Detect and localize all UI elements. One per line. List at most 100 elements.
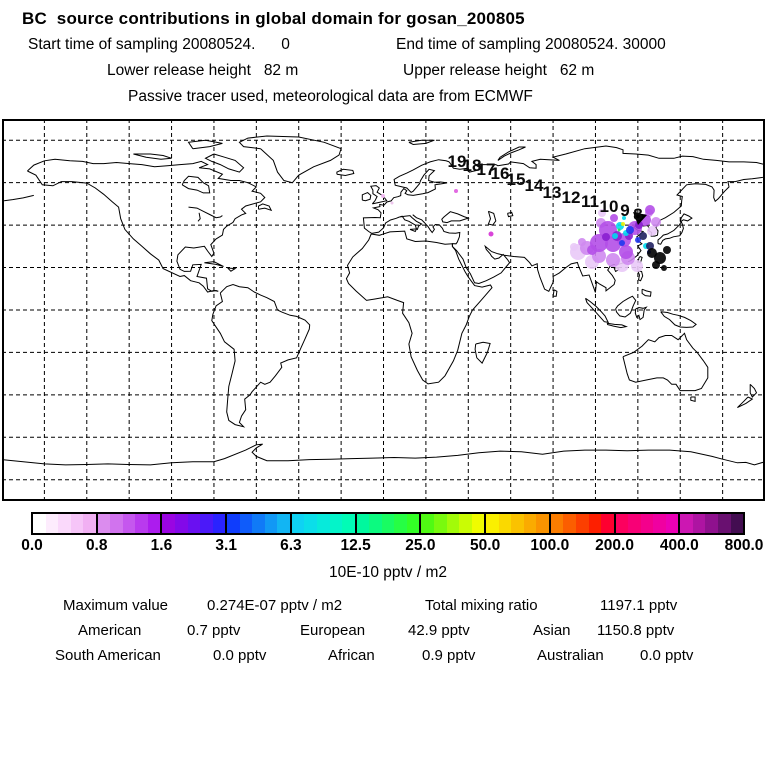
colorbar-cell xyxy=(536,514,549,533)
colorbar-cell xyxy=(135,514,148,533)
colorbar-cell xyxy=(575,514,589,533)
coastline xyxy=(336,168,355,177)
colorbar-segment xyxy=(419,514,485,533)
lower-release-text: Lower release height 82 m xyxy=(107,62,299,79)
plume-blob xyxy=(626,226,634,234)
coastline xyxy=(399,215,423,231)
colorbar-cell xyxy=(498,514,512,533)
colorbar-cell xyxy=(342,514,355,533)
plume-blob xyxy=(610,214,618,222)
colorbar-cell xyxy=(446,514,460,533)
colorbar-tick: 400.0 xyxy=(659,537,699,554)
trajectory-label: 19 xyxy=(448,152,467,171)
south-american-label: South American xyxy=(55,647,161,664)
coastline xyxy=(197,212,201,222)
colorbar-cell xyxy=(628,514,641,533)
upper-release-text: Upper release height 62 m xyxy=(403,62,595,79)
coastline xyxy=(408,139,435,146)
colorbar-cell xyxy=(97,514,111,533)
colorbar-tick: 0.8 xyxy=(85,537,108,554)
colorbar-cell xyxy=(692,514,706,533)
colorbar-cell xyxy=(459,514,472,533)
african-value: 0.9 pptv xyxy=(422,647,476,664)
coastline xyxy=(585,297,610,323)
plume-blob xyxy=(612,233,618,239)
coastline xyxy=(27,170,219,293)
colorbar-tick: 50.0 xyxy=(470,537,501,554)
plume-blob xyxy=(602,233,610,241)
coastline xyxy=(660,311,697,328)
plume-blob xyxy=(654,252,666,264)
concentration-speck xyxy=(381,194,385,198)
coastline xyxy=(409,228,418,233)
colorbar-cell xyxy=(653,514,666,533)
colorbar-cell xyxy=(147,514,161,533)
colorbar-cell xyxy=(110,514,123,533)
coastline xyxy=(2,443,765,466)
colorbar-cell xyxy=(486,514,499,533)
plume-blob xyxy=(598,209,606,217)
coastline xyxy=(507,211,514,218)
colorbar-cell xyxy=(122,514,136,533)
colorbar-cell xyxy=(356,514,370,533)
plume-blob xyxy=(635,221,643,229)
concentration-speck xyxy=(390,201,394,205)
colorbar-cell xyxy=(471,514,485,533)
colorbar-cell xyxy=(277,514,290,533)
colorbar-cell xyxy=(511,514,524,533)
plume-blob xyxy=(652,261,660,269)
european-label: European xyxy=(300,622,366,639)
colorbar-cell xyxy=(665,514,679,533)
colorbar-cell xyxy=(317,514,330,533)
plume-blob xyxy=(647,226,657,236)
coastline xyxy=(438,224,461,247)
plume-blob xyxy=(621,222,625,226)
colorbar-cell xyxy=(394,514,407,533)
colorbar-segment xyxy=(548,514,614,533)
coastline xyxy=(133,153,172,160)
coastline xyxy=(634,306,648,321)
coastline xyxy=(657,220,684,245)
colorbar-cell xyxy=(406,514,420,533)
coastline xyxy=(258,203,273,212)
trajectory-label: 11 xyxy=(581,192,599,211)
colorbar-segment xyxy=(678,514,744,533)
trajectory-label: 16 xyxy=(491,164,510,183)
colorbar-cell xyxy=(433,514,447,533)
south-american-value: 0.0 pptv xyxy=(213,647,267,664)
asian-label: Asian xyxy=(533,622,571,639)
colorbar-segment xyxy=(484,514,549,533)
coastline xyxy=(362,159,450,234)
plume-blob xyxy=(663,246,671,254)
plume-blob xyxy=(617,228,621,232)
trajectory-label: 15 xyxy=(507,170,526,189)
colorbar-tick: 0.0 xyxy=(21,537,43,554)
colorbar-cell xyxy=(588,514,602,533)
colorbar-segment xyxy=(33,514,96,533)
coastline xyxy=(641,288,652,297)
coastline xyxy=(622,332,709,392)
trajectory-label: 13 xyxy=(543,183,562,202)
colorbar-cell xyxy=(381,514,395,533)
colorbar-segment xyxy=(613,514,679,533)
plume-blob xyxy=(647,248,657,258)
coastline xyxy=(679,213,693,223)
american-label: American xyxy=(78,622,142,639)
colorbar xyxy=(31,512,745,535)
colorbar-cell xyxy=(162,514,176,533)
coastline xyxy=(637,270,644,282)
colorbar-tick: 800.0 xyxy=(724,537,764,554)
colorbar-cell xyxy=(175,514,188,533)
trajectory-label: 10 xyxy=(600,197,619,216)
max-value: 0.274E-07 pptv / m2 xyxy=(207,597,343,614)
coastline xyxy=(412,214,440,234)
trajectory-label: 8 xyxy=(633,205,642,224)
coastline xyxy=(27,158,266,292)
plume-blob xyxy=(631,260,643,272)
coastline xyxy=(227,267,237,272)
colorbar-tick: 12.5 xyxy=(340,537,371,554)
colorbar-cell xyxy=(33,514,46,533)
colorbar-cell xyxy=(187,514,201,533)
colorbar-tick: 1.6 xyxy=(150,537,173,554)
